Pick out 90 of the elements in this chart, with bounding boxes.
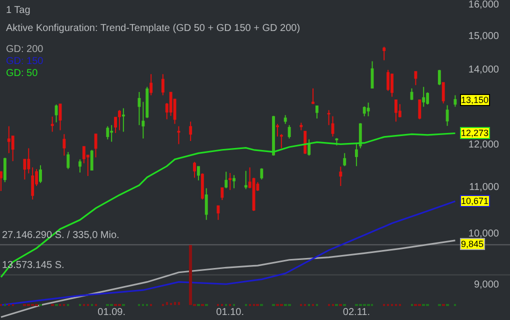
data-label: 9,845 bbox=[461, 239, 484, 249]
candlestick bbox=[454, 94, 457, 108]
y-tick-label: 14,000 bbox=[468, 64, 500, 76]
candlestick bbox=[260, 168, 264, 180]
candlestick bbox=[62, 134, 66, 156]
candlestick bbox=[272, 115, 275, 156]
candlestick bbox=[39, 164, 42, 184]
candlestick bbox=[244, 170, 248, 190]
candlestick bbox=[358, 122, 362, 149]
x-tick-label: 02.11. bbox=[342, 307, 370, 318]
candlestick bbox=[110, 124, 114, 142]
candlestick bbox=[50, 116, 54, 132]
candlestick bbox=[150, 74, 153, 96]
y-tick-label: 16,000 bbox=[468, 0, 500, 11]
candlestick bbox=[446, 104, 449, 126]
text: 1 Tag bbox=[6, 5, 30, 16]
candlestick bbox=[90, 149, 94, 170]
candlestick bbox=[138, 91, 141, 126]
candlestick bbox=[300, 122, 303, 131]
candlestick bbox=[193, 161, 196, 178]
candlestick bbox=[197, 166, 200, 181]
candlestick bbox=[390, 74, 394, 98]
y-tick-label: 15,000 bbox=[468, 31, 500, 42]
candlestick bbox=[284, 114, 287, 124]
candlestick bbox=[224, 171, 228, 189]
line-series bbox=[0, 200, 456, 306]
candlestick bbox=[204, 188, 208, 220]
candlestick bbox=[58, 104, 62, 131]
y-tick-label: 11,000 bbox=[469, 182, 500, 193]
candlestick bbox=[200, 172, 204, 200]
candlestick bbox=[422, 86, 426, 108]
text: GD: 50 bbox=[6, 68, 38, 79]
candlestick bbox=[106, 126, 110, 140]
candlestick bbox=[370, 60, 374, 89]
candlestick bbox=[438, 69, 441, 86]
candlestick bbox=[216, 205, 220, 220]
candlestick bbox=[142, 101, 145, 140]
candlestick bbox=[362, 106, 366, 117]
data-label: 10,671 bbox=[461, 196, 489, 206]
candlestick bbox=[315, 105, 318, 120]
candlestick bbox=[3, 157, 6, 183]
candlestick bbox=[288, 124, 291, 140]
data-label: 12,273 bbox=[461, 128, 489, 138]
y-tick-label: 10,000 bbox=[468, 228, 500, 240]
candlestick bbox=[398, 104, 402, 118]
text: GD: 150 bbox=[6, 56, 44, 67]
x-tick-label: 01.09. bbox=[98, 307, 126, 318]
candlestick bbox=[366, 102, 370, 117]
candlestick bbox=[177, 126, 180, 145]
x-tick-label: 01.10. bbox=[216, 307, 244, 318]
text: GD: 200 bbox=[6, 44, 44, 55]
candlestick bbox=[220, 187, 224, 200]
annotation: Aktive Konfiguration: Trend-Template (GD 50 + GD 150 + GD 200) bbox=[6, 23, 300, 34]
candlestick bbox=[354, 144, 358, 167]
candlestick bbox=[280, 134, 283, 149]
y-tick-label: 12,000 bbox=[468, 140, 500, 151]
candlestick bbox=[442, 82, 445, 104]
candlestick bbox=[335, 138, 338, 146]
line-series bbox=[0, 240, 456, 318]
candlestick bbox=[394, 100, 398, 122]
candlestick bbox=[418, 100, 422, 120]
ref-line-label: 27.146.290 S. / 335,0 Mio. bbox=[2, 230, 120, 241]
candlestick bbox=[31, 166, 34, 200]
candlestick bbox=[304, 130, 307, 154]
candlestick bbox=[312, 88, 314, 105]
candlestick bbox=[161, 74, 164, 96]
y-tick-label: 9,000 bbox=[474, 280, 500, 291]
candlestick bbox=[78, 158, 82, 174]
candlestick bbox=[232, 174, 236, 189]
candlestick bbox=[54, 104, 58, 123]
candlestick bbox=[114, 116, 117, 134]
candlestick bbox=[94, 134, 98, 158]
candlestick bbox=[122, 108, 125, 132]
candlestick bbox=[146, 86, 149, 119]
candlestick bbox=[331, 116, 334, 138]
candlestick bbox=[308, 138, 311, 156]
candlestick bbox=[339, 166, 342, 187]
candlestick bbox=[228, 172, 232, 191]
line-series bbox=[0, 132, 456, 278]
candlestick bbox=[343, 152, 346, 167]
candlestick bbox=[414, 71, 418, 86]
candlestick bbox=[189, 121, 192, 142]
candlestick bbox=[327, 110, 330, 126]
candlestick bbox=[276, 123, 279, 138]
candlestick bbox=[66, 151, 70, 170]
candlestick bbox=[382, 46, 386, 61]
candlestick bbox=[410, 88, 414, 101]
candlestick bbox=[118, 110, 121, 131]
text: 13,150 bbox=[461, 95, 489, 105]
candlestick bbox=[0, 171, 2, 192]
